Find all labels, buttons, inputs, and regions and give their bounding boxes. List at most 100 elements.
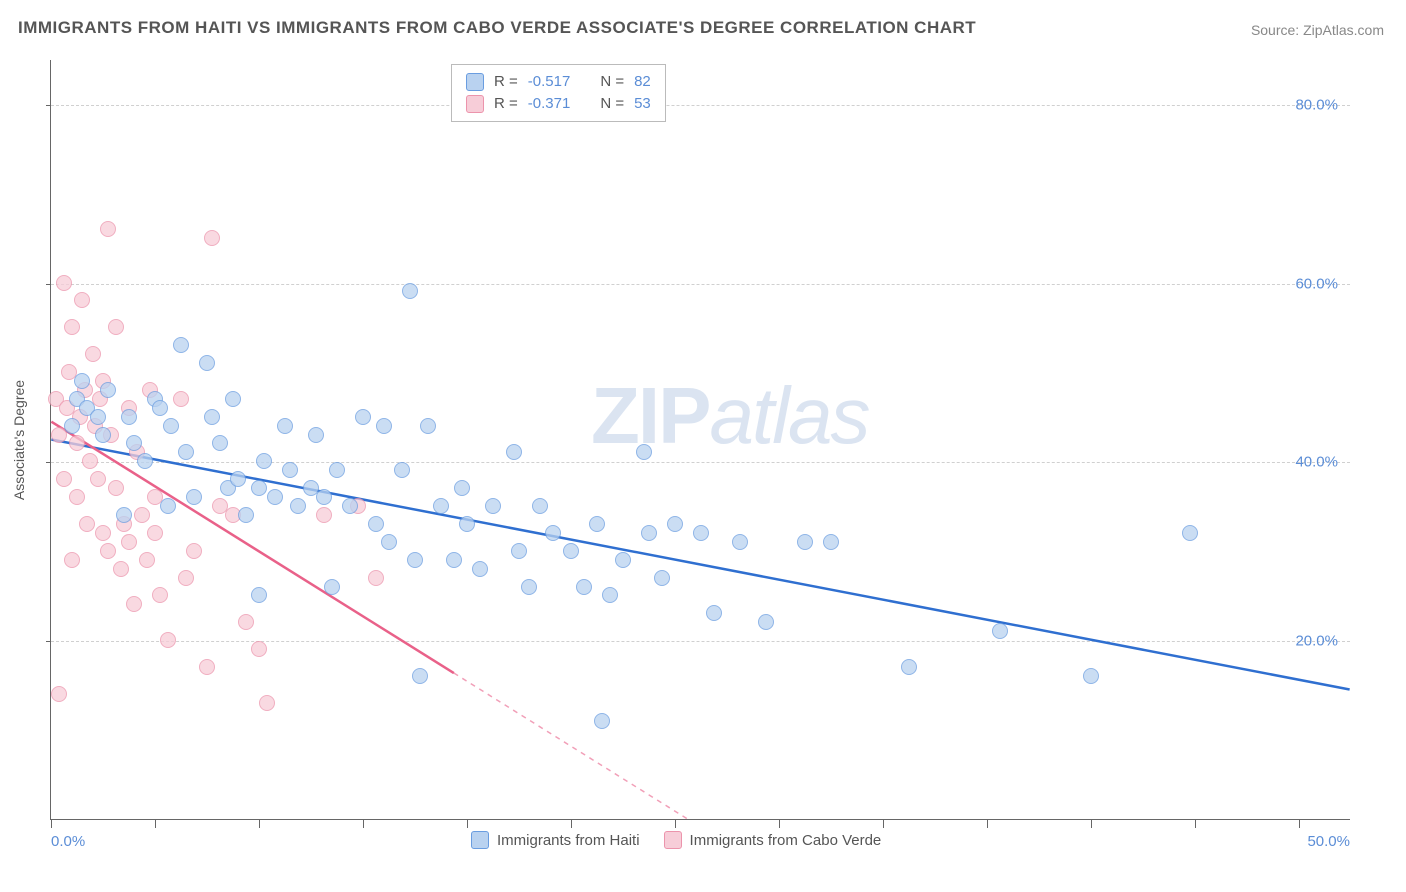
data-point xyxy=(485,498,501,514)
data-point xyxy=(381,534,397,550)
data-point xyxy=(324,579,340,595)
data-point xyxy=(204,230,220,246)
data-point xyxy=(594,713,610,729)
data-point xyxy=(74,373,90,389)
data-point xyxy=(511,543,527,559)
n-label: N = xyxy=(600,71,624,93)
data-point xyxy=(256,453,272,469)
gridline xyxy=(51,641,1350,642)
data-point xyxy=(152,400,168,416)
regression-lines xyxy=(51,60,1350,819)
data-point xyxy=(90,471,106,487)
legend-swatch xyxy=(471,831,489,849)
x-tick xyxy=(1195,819,1196,828)
data-point xyxy=(282,462,298,478)
data-point xyxy=(64,319,80,335)
plot-area: Associate's Degree ZIPatlas 20.0%40.0%60… xyxy=(50,60,1350,820)
watermark-atlas: atlas xyxy=(709,371,868,460)
y-tick-label: 60.0% xyxy=(1295,275,1338,292)
data-point xyxy=(139,552,155,568)
x-tick xyxy=(259,819,260,828)
legend-item: Immigrants from Haiti xyxy=(471,831,640,849)
data-point xyxy=(137,453,153,469)
data-point xyxy=(602,587,618,603)
data-point xyxy=(412,668,428,684)
data-point xyxy=(108,319,124,335)
gridline xyxy=(51,462,1350,463)
data-point xyxy=(316,489,332,505)
data-point xyxy=(459,516,475,532)
data-point xyxy=(56,471,72,487)
y-tick-label: 40.0% xyxy=(1295,454,1338,471)
data-point xyxy=(100,221,116,237)
legend-label: Immigrants from Cabo Verde xyxy=(690,832,882,849)
x-tick xyxy=(779,819,780,828)
data-point xyxy=(100,382,116,398)
chart-title: IMMIGRANTS FROM HAITI VS IMMIGRANTS FROM… xyxy=(18,18,976,38)
data-point xyxy=(199,659,215,675)
data-point xyxy=(56,275,72,291)
legend-swatch xyxy=(466,95,484,113)
data-point xyxy=(1182,525,1198,541)
data-point xyxy=(95,427,111,443)
data-point xyxy=(238,614,254,630)
data-point xyxy=(636,444,652,460)
legend-series: Immigrants from Haiti Immigrants from Cab… xyxy=(471,831,881,849)
data-point xyxy=(160,632,176,648)
data-point xyxy=(329,462,345,478)
data-point xyxy=(545,525,561,541)
data-point xyxy=(589,516,605,532)
x-tick xyxy=(883,819,884,828)
x-tick xyxy=(1091,819,1092,828)
data-point xyxy=(407,552,423,568)
data-point xyxy=(79,516,95,532)
data-point xyxy=(823,534,839,550)
data-point xyxy=(212,435,228,451)
data-point xyxy=(267,489,283,505)
x-tick xyxy=(155,819,156,828)
data-point xyxy=(173,391,189,407)
r-label: R = xyxy=(494,71,518,93)
x-tick-label: 0.0% xyxy=(51,833,85,850)
legend-stat-row: R =-0.371N =53 xyxy=(466,93,651,115)
data-point xyxy=(563,543,579,559)
legend-swatch xyxy=(466,73,484,91)
data-point xyxy=(178,570,194,586)
data-point xyxy=(69,489,85,505)
data-point xyxy=(641,525,657,541)
data-point xyxy=(116,507,132,523)
x-tick xyxy=(363,819,364,828)
data-point xyxy=(758,614,774,630)
y-tick-label: 20.0% xyxy=(1295,633,1338,650)
watermark: ZIPatlas xyxy=(591,370,868,462)
x-tick xyxy=(1299,819,1300,828)
y-tick-label: 80.0% xyxy=(1295,96,1338,113)
data-point xyxy=(251,587,267,603)
data-point xyxy=(51,686,67,702)
n-value: 82 xyxy=(634,71,651,93)
data-point xyxy=(85,346,101,362)
data-point xyxy=(420,418,436,434)
data-point xyxy=(992,623,1008,639)
data-point xyxy=(121,409,137,425)
data-point xyxy=(90,409,106,425)
y-axis-title: Associate's Degree xyxy=(11,379,27,499)
data-point xyxy=(186,543,202,559)
data-point xyxy=(308,427,324,443)
data-point xyxy=(316,507,332,523)
n-value: 53 xyxy=(634,93,651,115)
data-point xyxy=(95,525,111,541)
data-point xyxy=(506,444,522,460)
data-point xyxy=(204,409,220,425)
data-point xyxy=(121,534,137,550)
data-point xyxy=(251,641,267,657)
data-point xyxy=(368,570,384,586)
data-point xyxy=(433,498,449,514)
r-value: -0.517 xyxy=(528,71,571,93)
data-point xyxy=(521,579,537,595)
legend-item: Immigrants from Cabo Verde xyxy=(664,831,882,849)
data-point xyxy=(74,292,90,308)
r-value: -0.371 xyxy=(528,93,571,115)
data-point xyxy=(901,659,917,675)
data-point xyxy=(368,516,384,532)
